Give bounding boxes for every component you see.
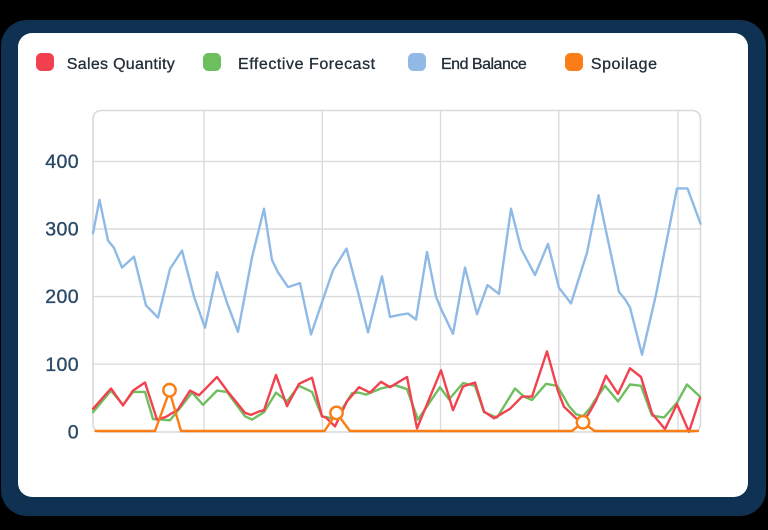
- svg-text:0: 0: [68, 421, 79, 443]
- svg-text:100: 100: [45, 354, 79, 376]
- svg-text:300: 300: [45, 219, 79, 241]
- svg-text:200: 200: [45, 286, 79, 308]
- svg-text:400: 400: [45, 151, 79, 173]
